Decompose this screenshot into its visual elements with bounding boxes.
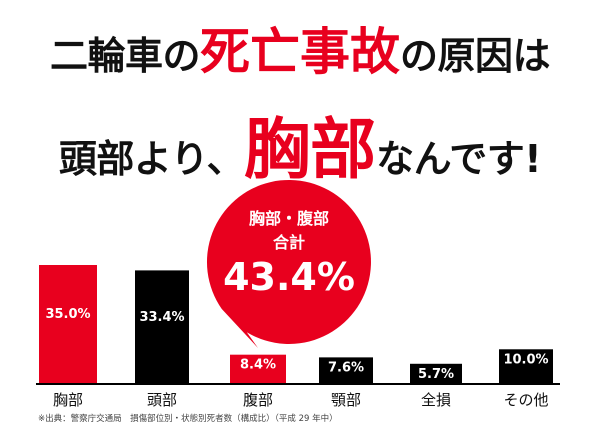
bar-value-label-whole-body: 5.7% [418, 367, 454, 382]
bar-value-label-abdomen: 8.4% [240, 358, 276, 373]
bar-value-label-chest: 35.0% [45, 307, 90, 322]
headline-line2-suffix: なんです! [376, 137, 542, 181]
callout-line-1: 胸部・腹部 [249, 209, 329, 228]
headline-line1-prefix: 二輪車の [49, 34, 201, 78]
bar-other [499, 349, 553, 383]
bar-value-label-jaw: 7.6% [328, 360, 364, 375]
callout-bubble-shape [206, 179, 371, 348]
source-footnote: ※出典：警察庁交通局 損傷部位別・状態別死者数（構成比）（平成 29 年中） [38, 414, 338, 424]
category-label-whole-body: 全損 [421, 391, 451, 409]
bars-layer: 35.0% 胸部 33.4% 頭部 8.4% 腹部 7.6% 顎部 5.7% 全損 10.0% その他 [39, 265, 553, 409]
bar-value-label-head: 33.4% [139, 310, 184, 325]
category-label-chest: 胸部 [53, 391, 83, 409]
headline-line-2: 頭部より、胸部なんです! [0, 96, 600, 192]
callout-line-2: 合計 [273, 233, 305, 252]
category-label-head: 頭部 [147, 391, 177, 409]
bar-chest [39, 265, 97, 383]
bar-whole-body [410, 363, 462, 383]
category-label-jaw: 顎部 [331, 391, 361, 409]
headline-line1-emphasis: 死亡事故 [200, 23, 400, 81]
callout-value: 43.4% [223, 255, 355, 299]
headline-line2-prefix: 頭部より、 [58, 137, 245, 181]
headline-line-1: 二輪車の死亡事故の原因は [0, 12, 600, 84]
headline-line1-suffix: の原因は [400, 34, 551, 78]
bar-abdomen [230, 354, 286, 383]
callout-bubble: 胸部・腹部 合計 43.4% [206, 179, 371, 348]
category-label-abdomen: 腹部 [243, 391, 273, 409]
bar-value-label-other: 10.0% [503, 352, 548, 367]
bar-head [135, 270, 189, 383]
headline-line2-emphasis: 胸部 [244, 111, 377, 188]
category-label-other: その他 [503, 391, 548, 409]
bar-jaw [319, 357, 373, 383]
